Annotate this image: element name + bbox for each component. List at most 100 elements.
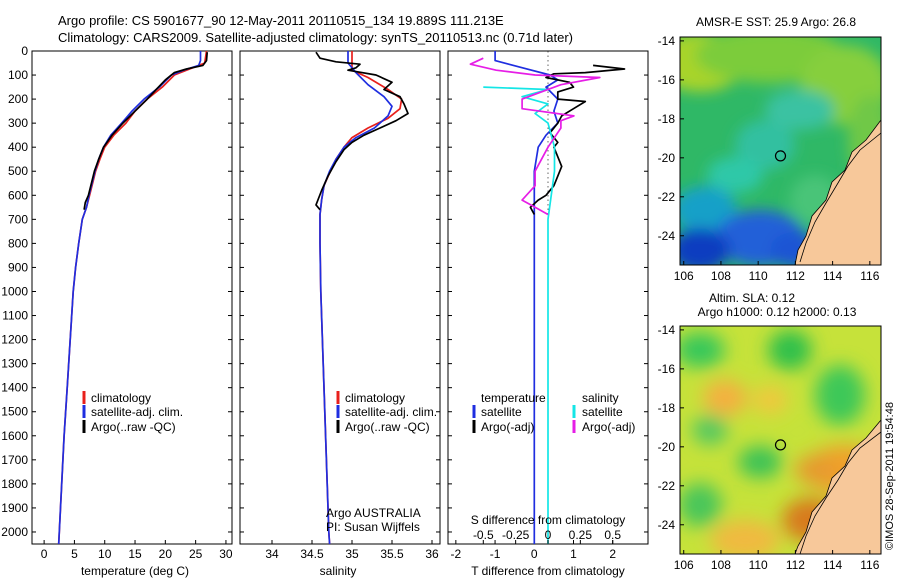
x-tick-label: -1 <box>490 547 501 561</box>
depth-tick-label: 1000 <box>1 284 28 298</box>
float-position-marker <box>774 439 787 451</box>
lon-tick-label: 112 <box>786 558 805 572</box>
x-tick-label: 25 <box>189 547 203 561</box>
header-line-2: Climatology: CARS2009. Satellite-adjuste… <box>58 30 573 45</box>
sst-map: AMSR-E SST: 25.9 Argo: 26.8 106 10 <box>658 15 882 283</box>
sla-map-axes: 106 108 110 112 114 116 -14 -16 -18 -20 -22 -24 <box>658 323 880 572</box>
depth-tick-label: 400 <box>8 140 28 154</box>
depth-tick-label: 1500 <box>1 405 28 419</box>
depth-tick-label: 1700 <box>1 453 28 467</box>
legend-label-climatology: climatology <box>345 391 405 405</box>
temperature-panel: 0100200300400500600700800900100011001200… <box>1 44 233 578</box>
x-tick-label: 35.5 <box>380 547 404 561</box>
t-difference-x-label: T difference from climatology <box>471 564 625 578</box>
x-tick-label: 34.5 <box>300 547 324 561</box>
s-tick-label: 0.5 <box>604 528 621 542</box>
salinity-plot-area <box>239 50 441 545</box>
series-line-salinity-satellite <box>483 86 556 544</box>
lon-tick-label: 108 <box>711 269 731 283</box>
series-line-salinity-argo-adj- <box>469 57 601 216</box>
lon-tick-label: 108 <box>711 558 731 572</box>
lat-tick-label: -14 <box>658 34 676 48</box>
lon-tick-label: 116 <box>860 269 879 283</box>
temperature-legend: climatology satellite-adj. clim. Argo(..… <box>82 391 183 434</box>
x-tick-label: 1 <box>570 547 577 561</box>
sst-land <box>794 119 881 265</box>
series-line-temperature-satellite <box>494 51 559 544</box>
lat-tick-label: -16 <box>658 73 676 87</box>
sst-map-frame <box>679 36 882 266</box>
sst-map-axes: 106 108 110 112 114 116 -14 -16 -18 -20 -22 -24 <box>658 34 880 283</box>
lon-tick-label: 106 <box>674 269 694 283</box>
temperature-plot-area <box>31 50 233 545</box>
series-line-argo-raw-qc- <box>83 52 209 210</box>
temperature-x-axis: 0 5 10 15 20 25 30 <box>41 540 233 561</box>
salinity-panel: 34 34.5 35 35.5 36 salinity climatology sate… <box>239 50 441 578</box>
float-position-marker <box>774 150 787 162</box>
sst-shelf-contour <box>799 132 881 263</box>
sla-map-title-1: Altim. SLA: 0.12 <box>709 291 795 305</box>
depth-tick-label: 0 <box>21 44 28 58</box>
s-difference-label: S difference from climatology <box>471 513 626 527</box>
depth-tick-label: 1600 <box>1 429 28 443</box>
lon-tick-label: 112 <box>786 269 805 283</box>
depth-tick-label: 600 <box>8 188 28 202</box>
legend-label-satellite: satellite-adj. clim. <box>91 405 183 419</box>
lat-tick-label: -18 <box>658 112 676 126</box>
legend-label-s-argo: Argo(-adj) <box>582 420 635 434</box>
x-tick-label: 0 <box>41 547 48 561</box>
x-tick-label: 36 <box>425 547 439 561</box>
legend-label-argo: Argo(..raw -QC) <box>91 420 176 434</box>
lat-tick-label: -22 <box>658 190 676 204</box>
lon-tick-label: 114 <box>823 269 842 283</box>
lat-tick-label: -14 <box>658 323 676 337</box>
legend-label-t-argo: Argo(-adj) <box>481 420 534 434</box>
depth-tick-label: 300 <box>8 116 28 130</box>
depth-tick-label: 1300 <box>1 357 28 371</box>
series-line-argo-raw-qc- <box>315 51 409 211</box>
legend-label-satellite: satellite-adj. clim. <box>345 405 437 419</box>
annotation-argo-australia: Argo AUSTRALIA <box>326 506 421 520</box>
lon-tick-label: 116 <box>860 558 879 572</box>
difference-panel: -2 -1 0 1 2 -0.5 -0.25 0 0.25 0.5 S difference f… <box>447 50 649 578</box>
x-tick-label: 35 <box>345 547 359 561</box>
lat-tick-label: -16 <box>658 362 676 376</box>
annotation-pi-name: PI: Susan Wijffels <box>326 520 420 534</box>
legend-title-temperature: temperature <box>481 391 546 405</box>
s-tick-label: 0 <box>545 528 552 542</box>
difference-depth-ticks <box>448 50 648 533</box>
x-tick-label: 34 <box>265 547 279 561</box>
salinity-x-axis: 34 34.5 35 35.5 36 <box>265 540 439 561</box>
sla-map-frame <box>679 325 882 555</box>
lat-tick-label: -20 <box>658 440 676 454</box>
lon-tick-label: 110 <box>749 269 768 283</box>
lon-tick-label: 106 <box>674 558 694 572</box>
x-tick-label: -2 <box>451 547 462 561</box>
s-tick-label: -0.25 <box>502 528 530 542</box>
lat-tick-label: -22 <box>658 479 676 493</box>
sla-map-title-2: Argo h1000: 0.12 h2000: 0.13 <box>698 305 857 319</box>
credit-text: ©IMOS 28-Sep-2011 19:54:48 <box>884 402 896 550</box>
depth-axis: 0 100 200 300 400 500 600 700 800 900 1000 1100 1200… <box>1 44 232 539</box>
s-difference-axis: -0.5 -0.25 0 0.25 0.5 <box>473 528 621 544</box>
legend-label-s-satellite: satellite <box>582 405 623 419</box>
x-tick-label: 15 <box>128 547 142 561</box>
sst-map-title: AMSR-E SST: 25.9 Argo: 26.8 <box>696 15 856 29</box>
lat-tick-label: -24 <box>658 518 676 532</box>
lat-tick-label: -20 <box>658 151 676 165</box>
legend-label-argo: Argo(..raw -QC) <box>345 420 430 434</box>
depth-tick-label: 500 <box>8 164 28 178</box>
difference-legend: temperature satellite Argo(-adj) salinit… <box>472 391 635 434</box>
depth-tick-label: 200 <box>8 92 28 106</box>
lat-tick-label: -24 <box>658 229 676 243</box>
legend-title-salinity: salinity <box>582 391 619 405</box>
legend-label-climatology: climatology <box>91 391 151 405</box>
x-tick-label: 0 <box>531 547 538 561</box>
depth-tick-label: 100 <box>8 68 28 82</box>
depth-tick-label: 700 <box>8 212 28 226</box>
salinity-depth-ticks <box>240 50 440 533</box>
sla-shelf-contour <box>799 431 881 554</box>
salinity-x-label: salinity <box>320 564 357 578</box>
depth-tick-label: 900 <box>8 260 28 274</box>
